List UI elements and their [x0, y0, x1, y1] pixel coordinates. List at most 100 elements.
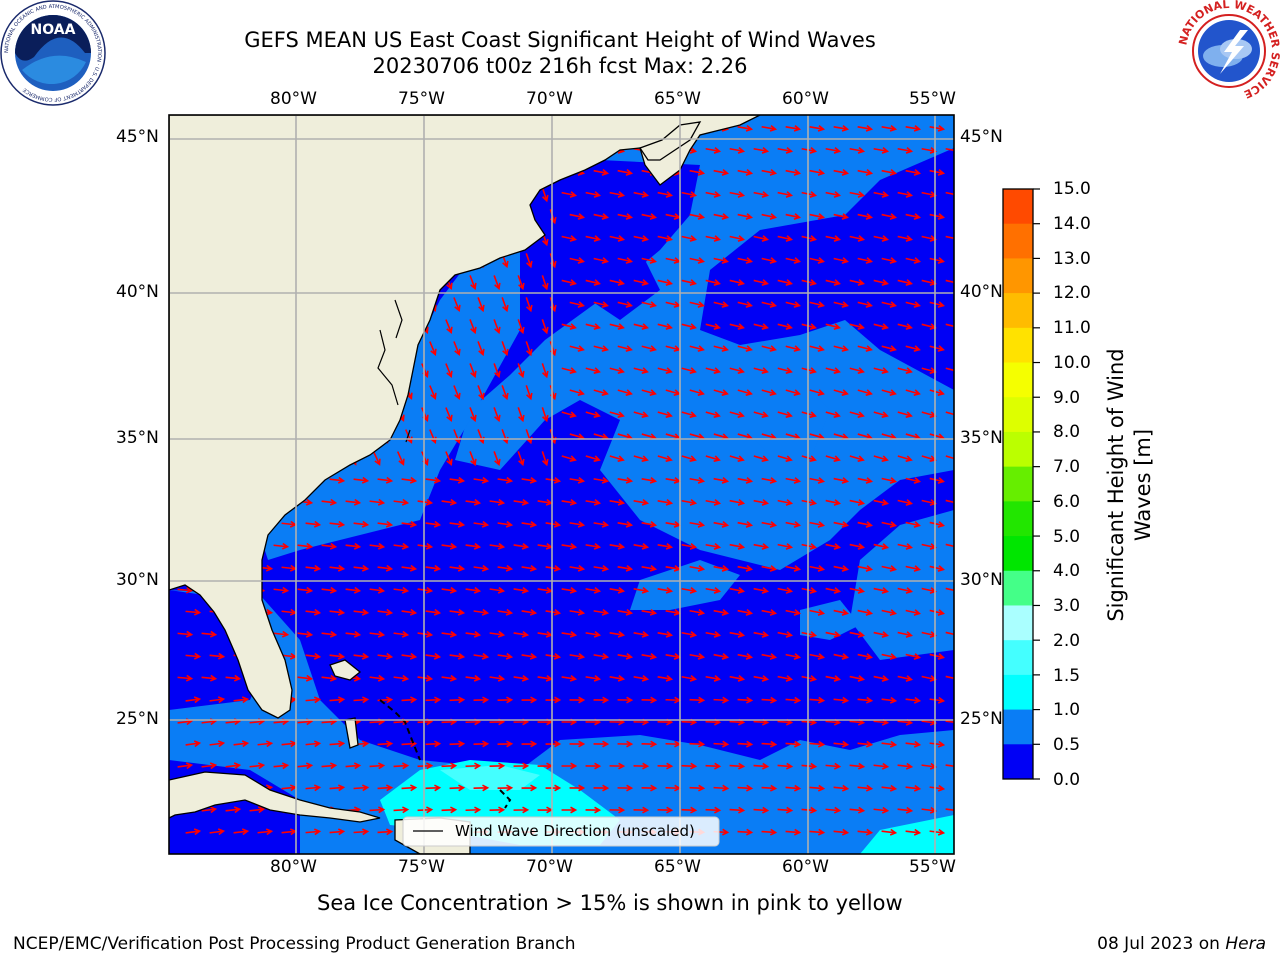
wave-arrow — [897, 631, 914, 638]
noaa-logo: NOAA NATIONAL OCEANIC AND ATMOSPHERIC AD… — [0, 0, 106, 106]
graticule — [169, 115, 954, 854]
wave-arrow — [585, 762, 602, 770]
lon-label-top: 55°W — [909, 89, 956, 109]
wave-arrow — [449, 564, 466, 572]
wave-arrow — [737, 257, 753, 264]
wave-arrow — [897, 323, 913, 330]
wave-arrow — [393, 674, 410, 682]
wave-arrow — [881, 301, 897, 308]
wave-arrow — [833, 521, 850, 528]
wave-arrow — [561, 674, 578, 682]
wave-arrow — [617, 301, 633, 308]
wave-arrow — [469, 275, 477, 291]
colorbar-tick-label: 10.0 — [1053, 353, 1091, 373]
wave-arrow — [321, 630, 338, 638]
wave-arrow — [525, 297, 533, 313]
wave-arrow — [177, 630, 194, 638]
colorbar-tick-label: 11.0 — [1053, 318, 1091, 338]
wave-arrow — [609, 542, 626, 550]
wave-arrow — [305, 740, 322, 748]
wave-arrow — [185, 740, 202, 748]
wave-arrow — [873, 235, 890, 242]
wave-arrow — [569, 520, 586, 528]
wave-arrow — [321, 498, 338, 506]
wave-arrow — [945, 764, 954, 769]
wave-arrow — [449, 652, 466, 660]
wave-arrow — [209, 652, 226, 660]
lon-label-bottom: 80°W — [270, 857, 317, 877]
footer-date-text: 08 Jul 2023 on — [1097, 934, 1226, 954]
lon-label-top: 65°W — [654, 89, 701, 109]
wave-arrow — [561, 323, 577, 330]
wave-arrow — [441, 498, 458, 506]
map-frame — [168, 114, 955, 855]
wave-arrow — [873, 323, 889, 330]
wave-arrow — [849, 762, 866, 770]
wave-arrow — [569, 696, 586, 704]
colorbar-tick-label: 4.0 — [1053, 561, 1081, 581]
wave-arrow — [761, 521, 778, 528]
wave-arrow — [737, 389, 753, 396]
wave-arrow — [857, 257, 873, 264]
wave-arrow — [777, 587, 794, 594]
wave-arrow — [929, 521, 945, 528]
wave-arrow — [585, 191, 602, 198]
wave-arrow — [753, 323, 769, 330]
wave-arrow — [377, 652, 394, 660]
wave-arrow — [449, 520, 466, 528]
wave-arrow — [445, 451, 453, 467]
wave-arrow — [857, 213, 874, 220]
wave-arrow — [305, 784, 322, 792]
wave-arrow — [425, 564, 442, 572]
wave-arrow — [713, 565, 730, 572]
wave-arrow — [729, 455, 745, 462]
wave-arrow — [945, 720, 954, 725]
wave-arrow — [737, 740, 754, 748]
colorbar-bin — [1003, 293, 1033, 329]
wave-arrow — [517, 451, 525, 467]
colorbar-tick-label: 0.0 — [1053, 770, 1081, 790]
wave-arrow — [657, 367, 673, 374]
wave-arrow — [473, 784, 490, 792]
wave-arrow — [809, 565, 826, 572]
wave-arrow — [873, 587, 890, 594]
wave-arrow — [525, 253, 533, 269]
wave-arrow — [809, 257, 825, 264]
wave-arrow — [737, 653, 754, 660]
wave-arrow — [585, 455, 601, 462]
wave-arrow — [453, 385, 461, 401]
wave-arrow — [681, 675, 698, 682]
wave-arrow — [489, 762, 506, 770]
wave-arrow — [689, 696, 706, 704]
wave-arrow — [569, 784, 586, 792]
wave-arrow — [953, 521, 954, 524]
wave-arrow — [873, 675, 890, 682]
wave-arrow — [873, 499, 890, 506]
wave-arrow — [825, 411, 841, 418]
wave-arrow — [345, 586, 362, 594]
colorbar-bin — [1003, 223, 1033, 259]
wave-arrow — [641, 301, 657, 308]
wave-arrow — [825, 499, 842, 506]
wave-arrow — [353, 828, 370, 836]
wave-arrow — [929, 257, 945, 264]
lon-label-bottom: 65°W — [654, 857, 701, 877]
wave-arrow — [369, 542, 386, 550]
wave-arrow — [513, 762, 530, 770]
wave-arrow — [857, 696, 874, 704]
wave-arrow — [561, 191, 578, 198]
wave-arrow — [497, 608, 514, 616]
colorbar-tick-label: 9.0 — [1053, 388, 1081, 408]
wave-arrow — [905, 169, 922, 176]
wave-arrow — [233, 828, 250, 836]
wave-arrow — [617, 696, 634, 704]
wave-arrow — [657, 279, 673, 286]
wave-arrow — [761, 345, 777, 352]
wave-arrow — [489, 586, 506, 594]
wave-arrow — [521, 608, 538, 616]
lat-label-left: 30°N — [116, 570, 159, 590]
wave-arrow — [561, 806, 578, 814]
wave-arrow — [521, 740, 538, 748]
wave-arrow — [445, 363, 453, 379]
wave-arrow — [857, 828, 874, 836]
